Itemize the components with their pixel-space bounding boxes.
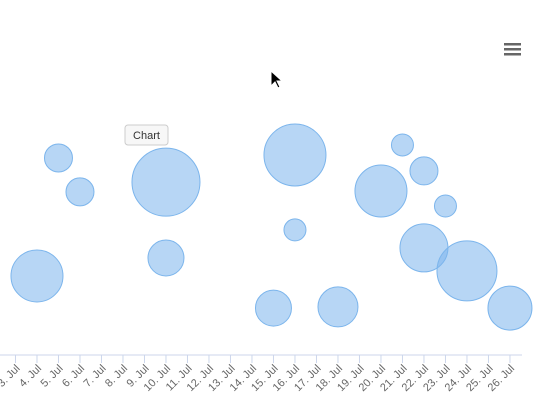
x-tick-label: 4. Jul: [17, 363, 44, 390]
x-tick-label: 3. Jul: [0, 363, 23, 390]
bubble: [254, 289, 292, 327]
cursor: [270, 69, 284, 89]
bubble: [131, 147, 201, 217]
tooltip: Chart: [124, 124, 169, 146]
bubble: [147, 239, 185, 277]
bubble: [436, 240, 498, 302]
x-tick-label: 7. Jul: [82, 363, 109, 390]
bubble: [10, 249, 64, 303]
x-tick-label: 8. Jul: [103, 363, 130, 390]
bubble: [487, 285, 533, 331]
menu-bar: [504, 53, 521, 56]
tooltip-box: [124, 124, 169, 146]
bubble: [354, 164, 408, 218]
bubble: [433, 194, 457, 218]
bubble: [409, 156, 439, 186]
bubble: [390, 133, 414, 157]
bubble: [283, 218, 307, 242]
menu-bar: [504, 48, 521, 51]
menu-button[interactable]: [504, 43, 521, 56]
bubble: [317, 286, 359, 328]
x-tick-label: 6. Jul: [60, 363, 87, 390]
menu-bar: [504, 43, 521, 46]
x-tick-label: 5. Jul: [39, 363, 66, 390]
bubble: [43, 143, 73, 173]
bubble: [263, 123, 327, 187]
tooltip-text: Chart: [133, 130, 160, 142]
bubble: [65, 177, 95, 207]
